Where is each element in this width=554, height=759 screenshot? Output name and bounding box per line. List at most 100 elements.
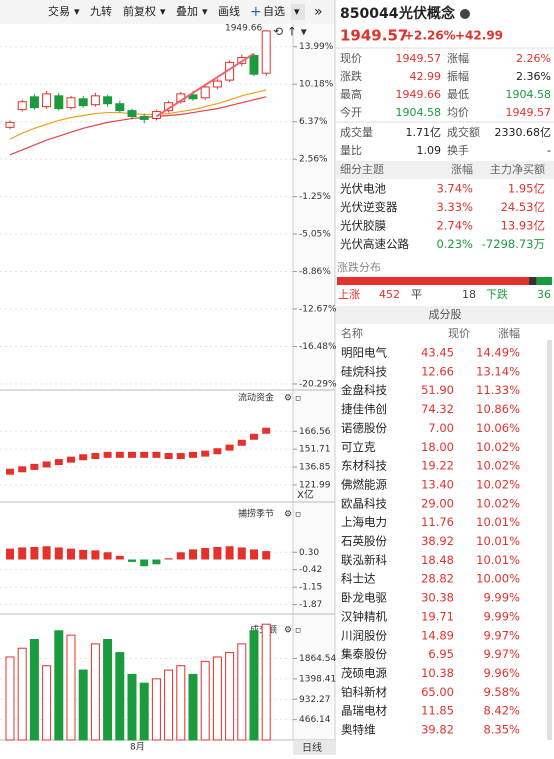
stock-name: 联泓新科	[341, 553, 387, 567]
breadth-down-label: 下跌	[486, 287, 508, 301]
sector-header: 主力净买额	[490, 162, 545, 176]
chart-icons[interactable]: ⟲ ↑ ▾	[273, 25, 307, 39]
dropdown-arrow[interactable]: ▾	[202, 5, 208, 18]
stock-price: 13.40	[421, 477, 454, 491]
y-tick-label: 151.71	[299, 445, 331, 455]
y-tick-label: 2.56%	[299, 155, 328, 165]
sector-pct: 3.74%	[436, 182, 473, 196]
flow-step	[237, 439, 246, 446]
dropdown-arrow[interactable]: ▾	[160, 5, 166, 18]
y-tick-label: 166.56	[299, 427, 331, 437]
stock-price: 18.00	[421, 440, 454, 454]
period-label[interactable]: 日线	[302, 741, 322, 754]
price: 1949.57	[340, 27, 408, 45]
stock-price: 19.22	[421, 459, 454, 473]
sector-name: 光伏高速公路	[340, 237, 409, 251]
y-tick-label: 136.85	[299, 463, 331, 473]
candle-body	[115, 103, 125, 112]
trade-button[interactable]: 交易	[48, 4, 70, 18]
season-bar	[18, 547, 27, 560]
period-box[interactable]	[293, 740, 335, 755]
season-bar	[140, 559, 149, 567]
stock-price: 28.82	[421, 572, 454, 586]
quote-value: 1904.58	[396, 106, 442, 119]
y-tick-label: 1398.41	[299, 674, 336, 684]
stock-pct: 9.99%	[483, 609, 520, 623]
high-label: 1949.66	[225, 23, 262, 33]
overlay-button[interactable]: 叠加	[176, 5, 198, 18]
flow-step	[176, 453, 185, 460]
y-tick-label: -1.15	[299, 583, 322, 593]
breadth-up	[337, 277, 530, 285]
nine-button[interactable]: 九转	[90, 4, 112, 18]
season-bar	[152, 559, 161, 565]
y-tick-label: -20.29%	[299, 379, 337, 389]
stock-price: 7.00	[428, 421, 454, 435]
plus-icon[interactable]: +	[250, 4, 262, 20]
stock-pct: 10.02%	[476, 496, 520, 510]
quote-value: 2.26%	[516, 52, 551, 65]
season-bar	[42, 546, 51, 560]
adjust-button[interactable]: 前复权	[123, 4, 156, 18]
candle-body	[212, 80, 222, 88]
stock-pct: 8.42%	[483, 704, 520, 718]
dropdown-arrow[interactable]: ▾	[74, 5, 80, 18]
y-tick-label: -12.67%	[299, 305, 337, 315]
flow-step	[30, 463, 39, 470]
season-bar	[54, 547, 63, 560]
settings-icon[interactable]: ⚙ ▫	[284, 510, 301, 520]
season-bar	[176, 552, 185, 560]
stock-price: 65.00	[421, 685, 454, 699]
constituent-title-bg	[336, 306, 554, 324]
season-bar	[103, 552, 112, 560]
y-tick-label: -16.48%	[299, 342, 337, 352]
flow-unit: X亿	[297, 488, 314, 501]
stock-name: 集泰股份	[341, 647, 387, 661]
info-icon[interactable]	[460, 9, 470, 19]
quote-value: 42.99	[410, 70, 442, 83]
stock-name: 科士达	[341, 572, 376, 586]
stock-pct: 9.97%	[483, 628, 520, 642]
flow-step	[6, 468, 14, 475]
watchlist-button[interactable]: 自选	[263, 5, 285, 18]
more-icon[interactable]: »	[314, 4, 323, 20]
volume-bar	[261, 623, 271, 741]
y-tick-label: -5.05%	[299, 230, 331, 240]
y-tick-label: -1.87	[299, 600, 322, 610]
stock-price: 6.95	[428, 647, 454, 661]
season-bar	[237, 547, 246, 560]
draw-button[interactable]: 画线	[218, 4, 240, 18]
stock-pct: 10.01%	[476, 534, 520, 548]
flow-step	[262, 427, 271, 434]
settings-icon[interactable]: ⚙ ▫	[284, 394, 301, 404]
stock-name: 硅烷科技	[341, 364, 387, 378]
stock-price: 38.92	[421, 534, 454, 548]
candle-body	[200, 86, 210, 99]
stock-price: 74.32	[421, 402, 454, 416]
candle-body	[261, 30, 271, 74]
season-bar	[262, 551, 271, 560]
dropdown-box[interactable]	[291, 4, 305, 20]
season-bar	[67, 548, 75, 560]
volume-bar	[66, 634, 76, 741]
candle-body	[29, 96, 39, 109]
quote-label: 今开	[340, 105, 362, 119]
stock-price: 29.00	[421, 496, 454, 510]
volume-bar	[103, 638, 113, 741]
month-label: 8月	[130, 742, 145, 753]
volume-bar	[225, 652, 235, 741]
settings-icon[interactable]: ⚙ ▫	[284, 626, 301, 636]
sector-pct: 0.23%	[436, 237, 473, 251]
toolbar	[0, 0, 335, 24]
candle-body	[17, 101, 27, 111]
volume-bar	[151, 678, 161, 741]
scrollbar	[547, 340, 552, 740]
season-bar	[201, 547, 210, 560]
stock-name: 金盘科技	[341, 383, 387, 397]
sector-amount: -7298.73万	[482, 237, 545, 251]
candle-body	[188, 94, 198, 100]
moving-average	[9, 96, 267, 156]
flow-step	[250, 433, 258, 440]
quote-label: 量比	[340, 144, 362, 157]
